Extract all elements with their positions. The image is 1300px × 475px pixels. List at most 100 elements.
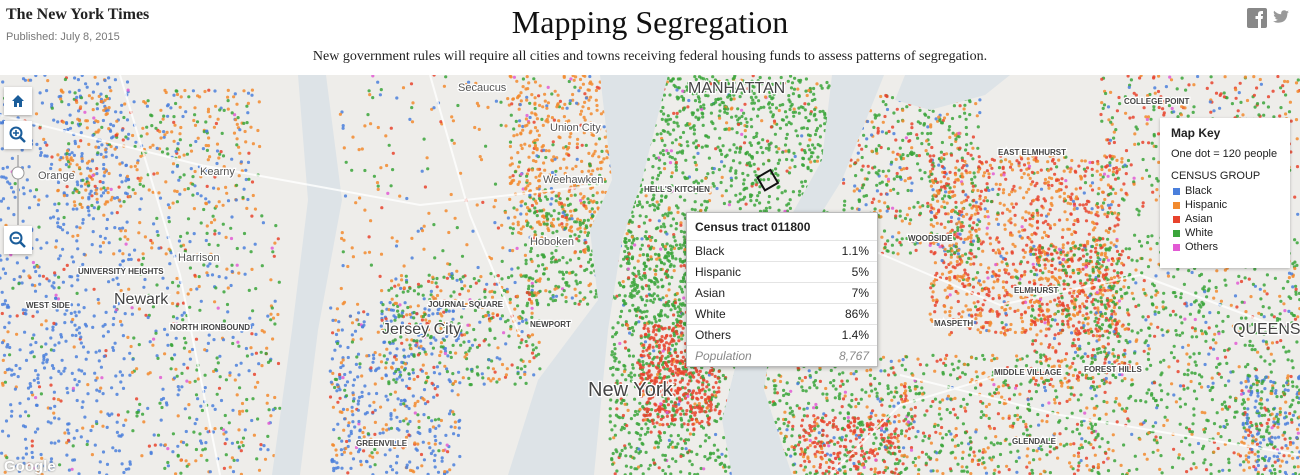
- population-dot: [748, 193, 753, 197]
- population-dot: [567, 141, 572, 146]
- population-dot: [86, 205, 90, 210]
- population-dot: [68, 113, 72, 117]
- population-dot: [575, 282, 579, 286]
- population-dot: [62, 191, 66, 195]
- population-dot: [809, 160, 813, 164]
- population-dot: [482, 339, 486, 343]
- population-dot: [256, 417, 260, 421]
- population-dot: [135, 367, 139, 371]
- population-dot: [761, 151, 765, 155]
- population-dot: [458, 277, 462, 281]
- population-dot: [247, 151, 251, 155]
- population-dot: [106, 412, 110, 416]
- population-dot: [146, 99, 150, 103]
- population-dot: [151, 190, 155, 194]
- population-dot: [163, 466, 167, 470]
- population-dot: [140, 270, 144, 274]
- population-dot: [740, 114, 744, 119]
- population-dot: [8, 353, 12, 357]
- population-dot: [14, 363, 18, 368]
- logo[interactable]: The New York Times: [6, 6, 150, 23]
- population-dot: [592, 152, 596, 156]
- population-dot: [503, 375, 508, 379]
- population-dot: [180, 313, 184, 317]
- population-dot: [560, 214, 565, 219]
- population-dot: [547, 228, 551, 233]
- population-dot: [656, 206, 660, 210]
- population-dot: [340, 328, 344, 332]
- population-dot: [123, 235, 127, 239]
- population-dot: [410, 106, 414, 110]
- population-dot: [349, 451, 353, 455]
- population-dot: [542, 222, 547, 226]
- population-dot: [107, 241, 111, 245]
- population-dot: [527, 168, 531, 172]
- population-dot: [589, 290, 593, 294]
- population-dot: [453, 216, 457, 220]
- twitter-button[interactable]: [1273, 10, 1289, 24]
- population-dot: [438, 361, 442, 365]
- population-dot: [690, 207, 694, 211]
- population-dot: [672, 233, 676, 237]
- dot-map[interactable]: Secaucus Union City Weehawken Hoboken Ha…: [0, 75, 1300, 475]
- population-dot: [42, 137, 46, 141]
- population-dot: [135, 397, 139, 401]
- population-dot: [563, 242, 568, 246]
- population-dot: [254, 351, 258, 355]
- population-dot: [164, 180, 168, 184]
- population-dot: [444, 75, 448, 79]
- population-dot: [33, 289, 38, 293]
- population-dot: [679, 135, 683, 139]
- population-dot: [137, 307, 141, 311]
- population-dot: [718, 148, 722, 152]
- facebook-button[interactable]: [1247, 8, 1267, 28]
- population-dot: [813, 97, 817, 101]
- population-dot: [563, 171, 567, 176]
- population-dot: [238, 128, 242, 132]
- population-dot: [73, 91, 77, 95]
- population-dot: [772, 119, 777, 123]
- population-dot: [755, 150, 759, 155]
- population-dot: [119, 110, 123, 114]
- population-dot: [215, 142, 220, 146]
- population-dot: [551, 295, 555, 299]
- population-dot: [230, 456, 234, 460]
- population-dot: [495, 380, 499, 384]
- population-dot: [437, 449, 441, 453]
- population-dot: [195, 120, 200, 124]
- population-dot: [21, 77, 26, 81]
- population-dot: [568, 135, 572, 139]
- population-dot: [654, 156, 658, 160]
- population-dot: [530, 301, 534, 305]
- population-dot: [749, 154, 754, 159]
- population-dot: [343, 388, 347, 392]
- population-dot: [690, 111, 694, 115]
- population-dot: [550, 257, 554, 261]
- population-dot: [86, 383, 90, 387]
- population-dot: [360, 394, 364, 399]
- population-dot: [793, 165, 797, 169]
- population-dot: [179, 244, 183, 248]
- population-dot: [201, 448, 205, 452]
- population-dot: [398, 370, 402, 374]
- population-dot: [527, 276, 531, 280]
- population-dot: [30, 283, 34, 287]
- population-dot: [453, 298, 457, 302]
- population-dot: [204, 426, 208, 431]
- population-dot: [411, 368, 415, 372]
- population-dot: [677, 246, 681, 251]
- population-dot: [55, 209, 59, 213]
- population-dot: [661, 105, 665, 110]
- population-dot: [487, 358, 491, 362]
- population-dot: [77, 379, 81, 384]
- population-dot: [431, 449, 435, 453]
- population-dot: [769, 141, 773, 145]
- population-dot: [169, 251, 173, 255]
- population-dot: [465, 367, 469, 371]
- population-dot: [550, 158, 554, 162]
- population-dot: [565, 281, 569, 285]
- population-dot: [395, 377, 399, 381]
- population-dot: [340, 410, 344, 414]
- population-dot: [530, 306, 534, 310]
- population-dot: [387, 380, 391, 384]
